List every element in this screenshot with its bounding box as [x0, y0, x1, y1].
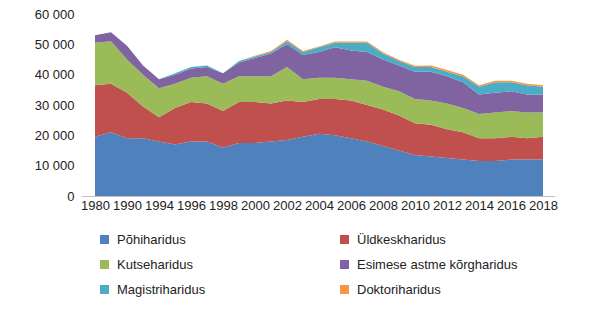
- html-text:Doktoriharidus: Doktoriharidus: [357, 282, 441, 297]
- svg-text:2004: 2004: [305, 198, 334, 213]
- svg-text:2018: 2018: [529, 198, 558, 213]
- html-text:Esimese astme kõrgharidus: Esimese astme kõrgharidus: [357, 257, 518, 272]
- html-text:Üldkeskharidus: Üldkeskharidus: [357, 232, 446, 247]
- html-text:Põhiharidus: Põhiharidus: [117, 232, 186, 247]
- svg-text:2002: 2002: [273, 198, 302, 213]
- svg-text:1996: 1996: [177, 198, 206, 213]
- html-text:Magistriharidus: Magistriharidus: [117, 282, 206, 297]
- svg-text:2016: 2016: [497, 198, 526, 213]
- svg-text:2006: 2006: [337, 198, 366, 213]
- svg-text:2000: 2000: [241, 198, 270, 213]
- svg-text:50 000: 50 000: [35, 37, 75, 52]
- svg-text:2008: 2008: [369, 198, 398, 213]
- svg-text:2012: 2012: [433, 198, 462, 213]
- svg-text:30 000: 30 000: [35, 98, 75, 113]
- svg-text:60 000: 60 000: [35, 7, 75, 22]
- svg-text:10 000: 10 000: [35, 158, 75, 173]
- svg-text:1998: 1998: [209, 198, 238, 213]
- svg-text:0: 0: [67, 189, 74, 204]
- html-text:Kutseharidus: Kutseharidus: [117, 257, 193, 272]
- svg-text:1990: 1990: [113, 198, 142, 213]
- svg-text:1994: 1994: [145, 198, 174, 213]
- svg-text:20 000: 20 000: [35, 128, 75, 143]
- svg-text:2010: 2010: [401, 198, 430, 213]
- svg-text:40 000: 40 000: [35, 67, 75, 82]
- svg-text:2014: 2014: [465, 198, 494, 213]
- svg-text:1980: 1980: [81, 198, 110, 213]
